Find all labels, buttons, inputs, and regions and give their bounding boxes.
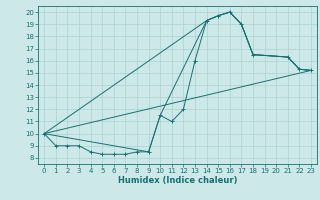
X-axis label: Humidex (Indice chaleur): Humidex (Indice chaleur) bbox=[118, 176, 237, 185]
